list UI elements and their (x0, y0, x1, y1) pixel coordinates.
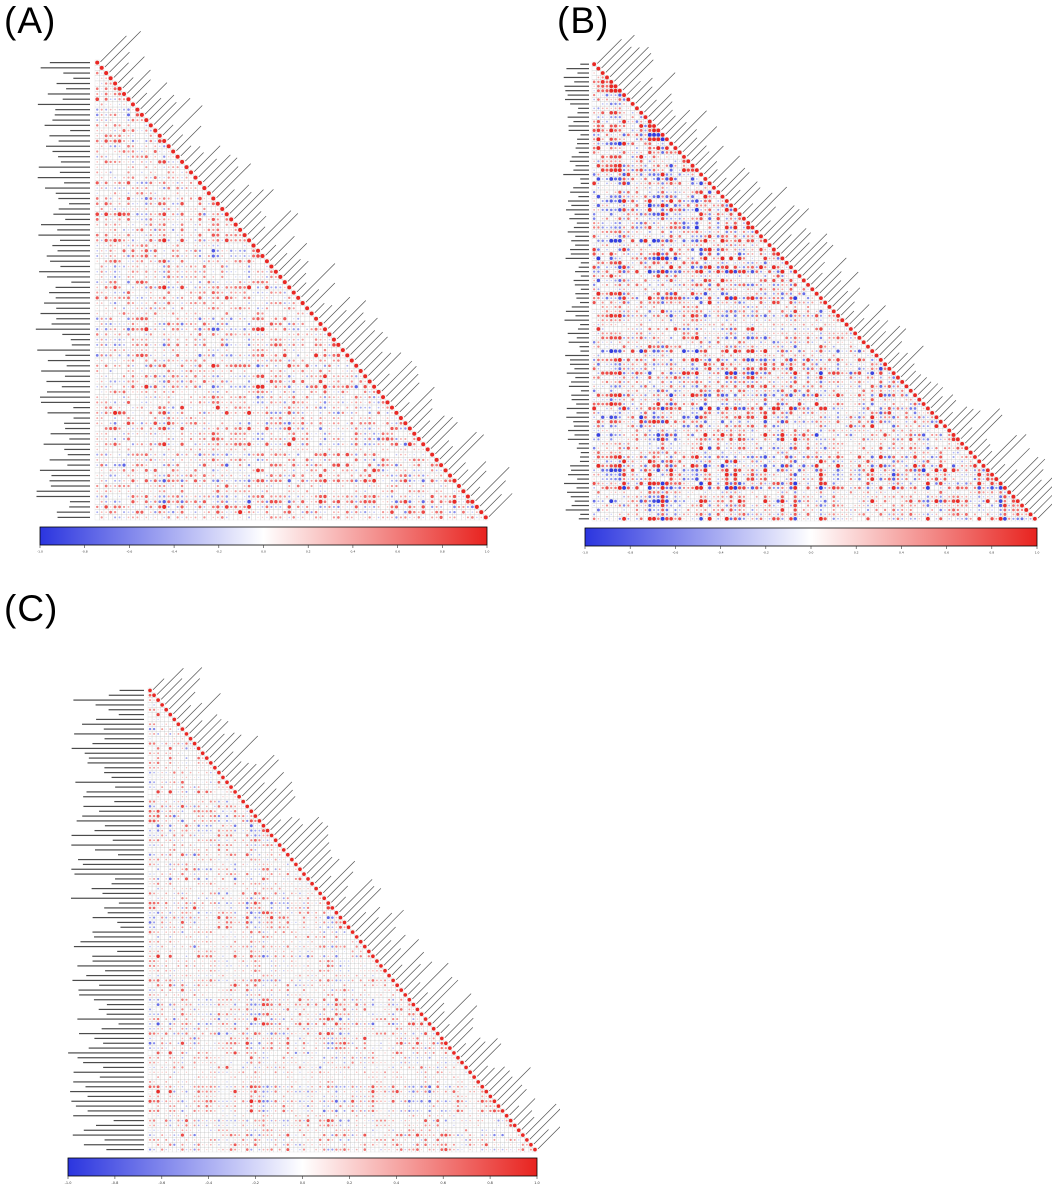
correlogram-panel-c-canvas (0, 585, 560, 1185)
correlogram-panel-a-canvas (0, 0, 530, 560)
correlogram-panel-b-canvas (545, 0, 1052, 560)
